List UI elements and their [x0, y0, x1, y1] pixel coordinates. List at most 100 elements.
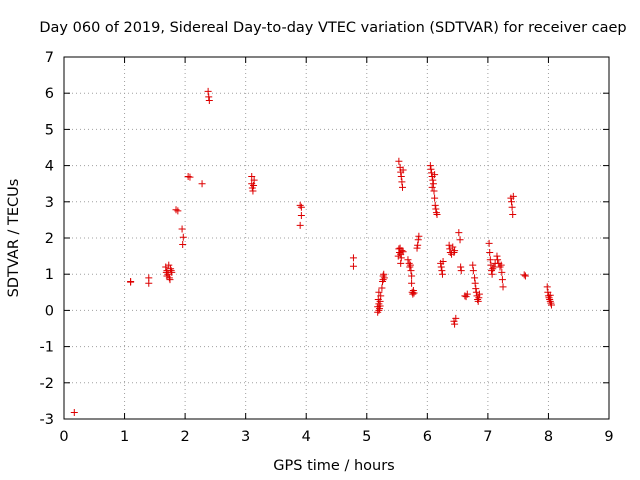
- data-point: [496, 263, 504, 271]
- data-point: [544, 292, 552, 300]
- data-point: [127, 277, 135, 285]
- x-tick-label: 1: [120, 429, 129, 445]
- data-point: [490, 263, 498, 271]
- data-point: [509, 192, 517, 200]
- data-point: [498, 276, 506, 284]
- data-point: [446, 245, 454, 253]
- x-tick-label: 6: [423, 429, 432, 445]
- y-tick-label: 5: [45, 122, 54, 138]
- data-point: [397, 254, 405, 262]
- data-point: [162, 268, 170, 276]
- data-point: [508, 198, 516, 206]
- data-point: [450, 317, 458, 325]
- data-point: [70, 408, 78, 416]
- data-point: [437, 263, 445, 271]
- data-point: [445, 241, 453, 249]
- data-point: [449, 243, 457, 251]
- data-point: [438, 267, 446, 275]
- data-point: [379, 276, 387, 284]
- data-point: [179, 241, 187, 249]
- data-point: [397, 172, 405, 180]
- data-point: [488, 270, 496, 278]
- data-point: [452, 314, 460, 322]
- data-point: [249, 187, 257, 195]
- data-point: [431, 194, 439, 202]
- data-point: [145, 274, 153, 282]
- data-point: [432, 209, 440, 217]
- data-point: [164, 270, 172, 278]
- data-point: [179, 233, 187, 241]
- data-point: [374, 296, 382, 304]
- data-point: [198, 180, 206, 188]
- data-point: [380, 270, 388, 278]
- y-tick-label: 4: [45, 159, 54, 175]
- data-point: [297, 212, 305, 220]
- data-point: [433, 210, 441, 218]
- data-point: [543, 283, 551, 291]
- data-point: [166, 276, 174, 284]
- data-point: [399, 248, 407, 256]
- data-point: [409, 290, 417, 298]
- data-point: [429, 180, 437, 188]
- data-point: [547, 301, 555, 309]
- data-point: [414, 241, 422, 249]
- y-tick-label: 2: [45, 231, 54, 247]
- data-point: [184, 172, 192, 180]
- data-point: [395, 157, 403, 165]
- data-point: [410, 289, 418, 297]
- data-point: [431, 171, 439, 179]
- data-point: [163, 272, 171, 280]
- data-point: [469, 267, 477, 275]
- data-point: [398, 247, 406, 255]
- data-point: [426, 162, 434, 170]
- chart-title: Day 060 of 2019, Sidereal Day-to-day VTE…: [39, 20, 626, 36]
- data-point: [395, 245, 403, 253]
- data-point: [399, 183, 407, 191]
- x-tick-label: 9: [604, 429, 613, 445]
- data-point: [457, 263, 465, 271]
- data-point: [508, 203, 516, 211]
- data-point: [498, 268, 506, 276]
- axis-ticks: 0 1 2 3 4 5 6 7 8 9 -3 -2 -1 0 1 2 3 4 5 6 7: [40, 50, 614, 445]
- data-point: [407, 267, 415, 275]
- data-point: [428, 169, 436, 177]
- data-point: [406, 263, 414, 271]
- data-point: [397, 259, 405, 267]
- data-point: [399, 166, 407, 174]
- data-point: [472, 288, 480, 296]
- data-point: [456, 236, 464, 244]
- data-point: [547, 299, 555, 307]
- data-point: [485, 239, 493, 247]
- data-point: [488, 267, 496, 275]
- data-point: [205, 93, 213, 101]
- data-point: [167, 265, 175, 273]
- x-tick-label: 3: [241, 429, 250, 445]
- data-point: [471, 274, 479, 282]
- data-point: [408, 288, 416, 296]
- data-point: [438, 270, 446, 278]
- data-point: [376, 302, 384, 310]
- y-tick-label: 3: [45, 195, 54, 211]
- data-point: [378, 284, 386, 292]
- x-tick-label: 7: [483, 429, 492, 445]
- data-point: [493, 252, 501, 260]
- y-tick-label: 7: [45, 50, 54, 66]
- data-point: [463, 290, 471, 298]
- y-tick-label: 1: [45, 267, 54, 283]
- data-point: [204, 87, 212, 95]
- data-point: [439, 258, 447, 266]
- data-point: [205, 96, 213, 104]
- data-point: [455, 229, 463, 237]
- data-point: [474, 297, 482, 305]
- data-point: [472, 285, 480, 293]
- data-point: [404, 256, 412, 264]
- data-point: [427, 165, 435, 173]
- data-point: [469, 261, 477, 269]
- data-point: [450, 248, 458, 256]
- data-point: [349, 254, 357, 262]
- data-point: [521, 272, 529, 280]
- data-point: [494, 256, 502, 264]
- data-point: [374, 308, 382, 316]
- data-point: [377, 292, 385, 300]
